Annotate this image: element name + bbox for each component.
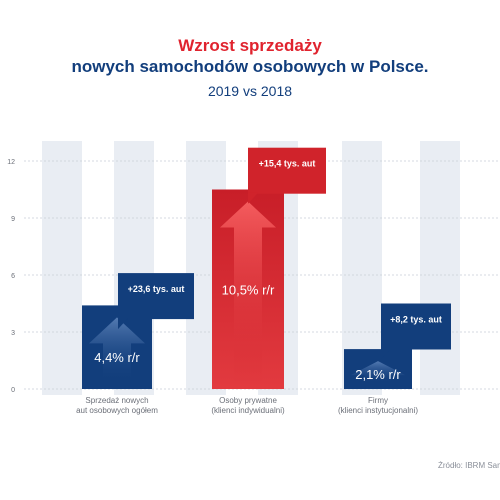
y-tick-label: 0 — [11, 387, 15, 394]
bar-arrow-icon — [89, 317, 145, 383]
y-tick-label: 9 — [11, 216, 15, 223]
x-category-label: (klienci instytucjonalni) — [338, 406, 418, 415]
callout-label: +23,6 tys. aut — [128, 284, 185, 294]
x-category-label: Firmy — [368, 396, 388, 405]
chart-title: Wzrost sprzedaży — [178, 36, 322, 55]
source-note: Źródło: IBRM Samar — [438, 461, 500, 470]
bar-arrow-icon — [220, 201, 276, 383]
bar-arrow-icon — [350, 361, 406, 383]
x-category-label: Osoby prywatne — [219, 396, 277, 405]
background-stripe — [42, 141, 82, 395]
y-tick-label: 3 — [11, 330, 15, 337]
chart-title-block: Wzrost sprzedaży nowych samochodów osobo… — [0, 36, 500, 101]
callout-pointer — [118, 318, 128, 330]
callout-pointer — [381, 348, 391, 360]
chart-title-line2: nowych samochodów osobowych w Polsce. — [71, 57, 429, 76]
x-category-label: aut osobowych ogółem — [76, 406, 158, 415]
bar-value-label: 4,4% r/r — [94, 350, 140, 365]
y-tick-label: 6 — [11, 273, 15, 280]
x-category-label: (klienci indywidualni) — [211, 406, 285, 415]
callout-box — [381, 303, 451, 350]
callout-pointer — [248, 192, 258, 204]
bar-value-label: 10,5% r/r — [222, 282, 275, 297]
chart-subtitle: 2019 vs 2018 — [207, 83, 293, 99]
callout-box — [118, 273, 194, 320]
background-stripe — [420, 141, 460, 395]
bar-value-label: 2,1% r/r — [355, 367, 401, 382]
y-tick-label: 12 — [7, 159, 15, 166]
callout-label: +15,4 tys. aut — [259, 159, 316, 169]
callout-box — [248, 147, 326, 194]
callout-label: +8,2 tys. aut — [390, 315, 442, 325]
x-category-label: Sprzedaż nowych — [85, 396, 148, 405]
